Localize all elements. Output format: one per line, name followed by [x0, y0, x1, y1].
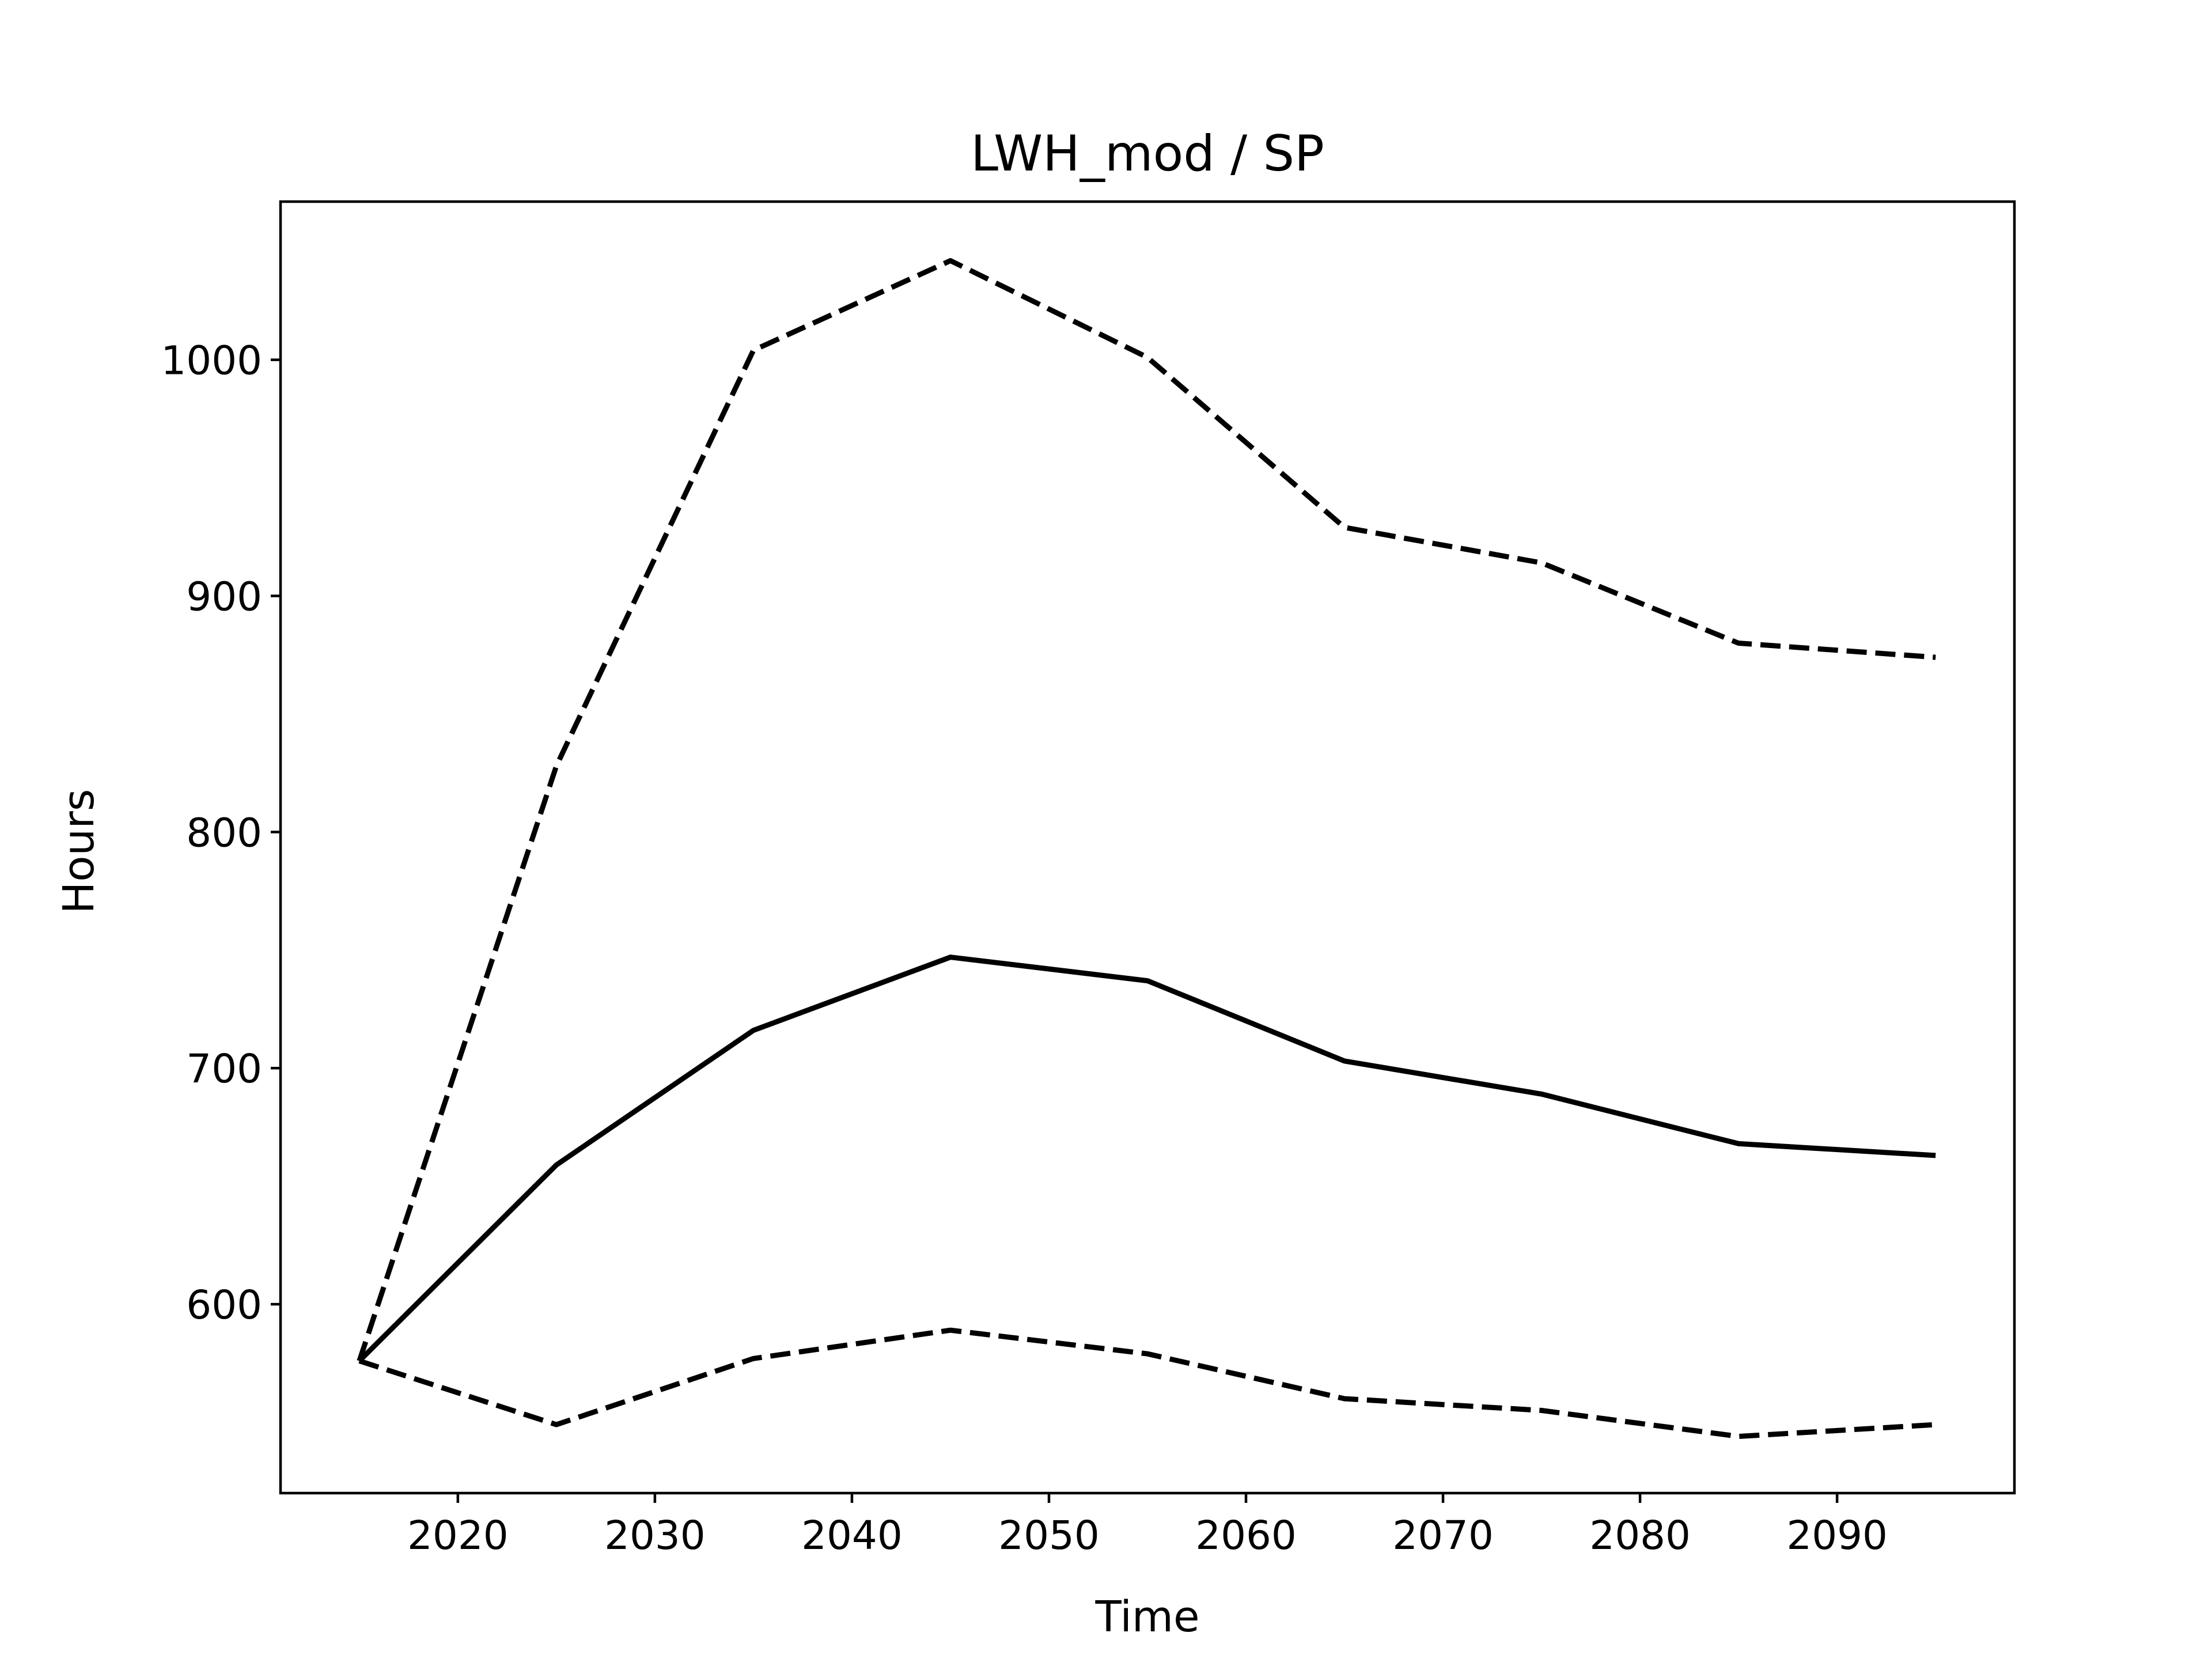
x-tick-label: 2090: [1786, 1513, 1888, 1559]
y-tick-label: 800: [186, 810, 262, 856]
chart-title: LWH_mod / SP: [971, 125, 1324, 183]
y-tick-label: 900: [186, 574, 262, 620]
y-axis-title: Hours: [54, 789, 104, 914]
plot-area: 2020 2030 2040 2050 2060 2070 2080 2090 600 700 80…: [161, 200, 2016, 1559]
x-tick-label: 2040: [801, 1513, 903, 1559]
x-tick-label: 2050: [998, 1513, 1100, 1559]
x-axis-title: Time: [1094, 1592, 1199, 1642]
x-tick-label: 2070: [1392, 1513, 1494, 1559]
plot-frame: [279, 200, 2016, 1495]
y-tick-label: 600: [186, 1282, 262, 1328]
x-tick-label: 2060: [1195, 1513, 1297, 1559]
y-tick-label: 700: [186, 1046, 262, 1092]
x-tick-label: 2020: [407, 1513, 509, 1559]
dashed-series-line-2: [358, 1327, 1936, 1440]
dashed-series-line-1: [357, 258, 1936, 1362]
x-tick-label: 2030: [604, 1513, 706, 1559]
solid-series-line-0: [357, 955, 1936, 1363]
x-tick-label: 2080: [1589, 1513, 1691, 1559]
y-tick-label: 1000: [161, 338, 262, 384]
